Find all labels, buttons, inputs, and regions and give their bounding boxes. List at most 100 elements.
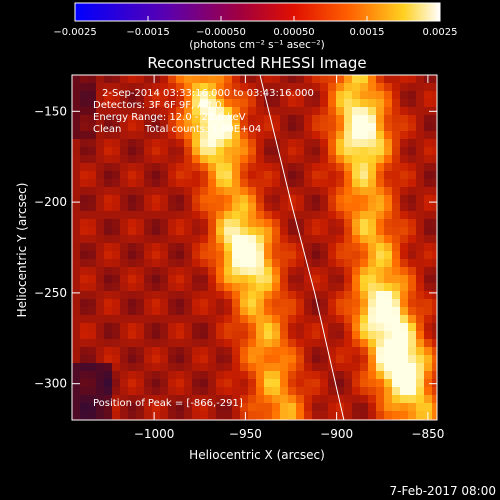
heatmap-cell (424, 299, 432, 307)
heatmap-cell (384, 235, 392, 243)
heatmap-cell (328, 283, 336, 291)
heatmap-cell (424, 171, 432, 179)
heatmap-cell (112, 291, 120, 299)
heatmap-cell (224, 75, 232, 83)
heatmap-cell (248, 283, 256, 291)
heatmap-cell (408, 203, 416, 211)
heatmap-cell (240, 371, 248, 379)
heatmap-cell (304, 251, 312, 259)
heatmap-cell (200, 123, 208, 131)
heatmap-cell (152, 235, 160, 243)
heatmap-cell (336, 107, 344, 115)
heatmap-cell (392, 99, 400, 107)
heatmap-cell (328, 251, 336, 259)
heatmap-cell (128, 347, 136, 355)
heatmap-cell (152, 211, 160, 219)
heatmap-cell (416, 211, 424, 219)
heatmap-cell (272, 339, 280, 347)
heatmap-cell (296, 291, 304, 299)
heatmap-cell (312, 195, 320, 203)
heatmap-cell (216, 227, 224, 235)
x-tick-label: −1000 (134, 427, 175, 441)
heatmap-cell (280, 291, 288, 299)
heatmap-cell (192, 211, 200, 219)
heatmap-cell (208, 315, 216, 323)
heatmap-cell (216, 267, 224, 275)
heatmap-cell (224, 139, 232, 147)
heatmap-cell (184, 395, 192, 403)
heatmap-cell (416, 123, 424, 131)
heatmap-cell (384, 99, 392, 107)
heatmap-cell (96, 243, 104, 251)
heatmap-cell (288, 267, 296, 275)
heatmap-cell (392, 187, 400, 195)
heatmap-cell (312, 379, 320, 387)
heatmap-cell (368, 187, 376, 195)
heatmap-cell (392, 371, 400, 379)
heatmap-cell (80, 339, 88, 347)
heatmap-cell (432, 243, 437, 251)
heatmap-cell (200, 211, 208, 219)
heatmap-cell (336, 267, 344, 275)
heatmap-cell (232, 347, 240, 355)
heatmap-cell (128, 379, 136, 387)
heatmap-cell (352, 315, 360, 323)
heatmap-cell (88, 283, 96, 291)
heatmap-cell (392, 395, 400, 403)
heatmap-cell (384, 267, 392, 275)
heatmap-cell (152, 331, 160, 339)
heatmap-cell (128, 131, 136, 139)
heatmap-cell (200, 139, 208, 147)
heatmap-cell (336, 307, 344, 315)
heatmap-cell (312, 331, 320, 339)
heatmap-cell (112, 275, 120, 283)
heatmap-cell (344, 363, 352, 371)
heatmap-cell (344, 347, 352, 355)
heatmap-cell (208, 91, 216, 99)
heatmap-cell (432, 155, 437, 163)
heatmap-cell (392, 355, 400, 363)
heatmap-cell (200, 307, 208, 315)
heatmap-cell (392, 347, 400, 355)
heatmap-cell (264, 307, 272, 315)
heatmap-cell (240, 211, 248, 219)
heatmap-cell (280, 355, 288, 363)
heatmap-cell (144, 227, 152, 235)
heatmap-cell (352, 243, 360, 251)
heatmap-cell (336, 91, 344, 99)
heatmap-cell (184, 267, 192, 275)
annotation-energy: Energy Range: 12.0 - 25.0 keV (93, 112, 246, 123)
heatmap-cell (104, 227, 112, 235)
heatmap-cell (104, 331, 112, 339)
heatmap-cell (72, 403, 80, 411)
heatmap-cell (168, 139, 176, 147)
heatmap-cell (128, 91, 136, 99)
heatmap-cell (208, 179, 216, 187)
heatmap-cell (240, 147, 248, 155)
heatmap-cell (144, 91, 152, 99)
heatmap-cell (288, 275, 296, 283)
heatmap-cell (216, 107, 224, 115)
heatmap-cell (192, 259, 200, 267)
heatmap-cell (88, 83, 96, 91)
heatmap-cell (360, 275, 368, 283)
heatmap-cell (384, 291, 392, 299)
heatmap-cell (384, 363, 392, 371)
heatmap-cell (160, 179, 168, 187)
heatmap-cell (96, 155, 104, 163)
heatmap-cell (328, 99, 336, 107)
heatmap-cell (280, 235, 288, 243)
heatmap-cell (280, 339, 288, 347)
heatmap-cell (256, 243, 264, 251)
heatmap-cell (120, 131, 128, 139)
x-tick-label: −900 (320, 427, 353, 441)
heatmap-cell (200, 75, 208, 83)
heatmap-cell (72, 387, 80, 395)
heatmap-cell (360, 147, 368, 155)
heatmap-cell (256, 395, 264, 403)
heatmap-cell (88, 395, 96, 403)
heatmap-cell (352, 115, 360, 123)
heatmap-cell (176, 211, 184, 219)
heatmap-cell (296, 211, 304, 219)
heatmap-cell (384, 379, 392, 387)
